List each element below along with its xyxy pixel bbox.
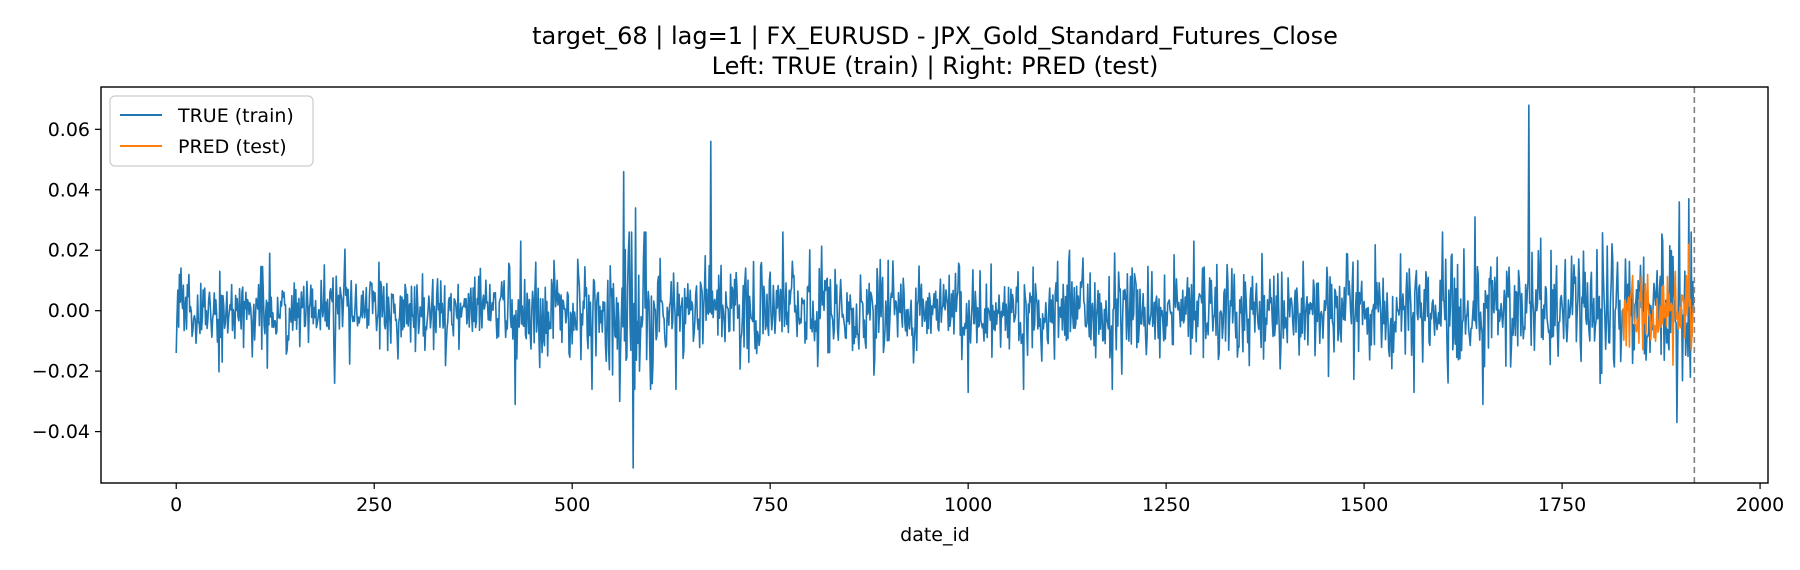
x-tick-label: 1750: [1538, 494, 1586, 516]
chart-title: target_68 | lag=1 | FX_EURUSD - JPX_Gold…: [532, 22, 1338, 50]
legend-label-true-train: TRUE (train): [177, 105, 294, 127]
x-tick-label: 250: [356, 494, 392, 516]
y-tick-label: −0.02: [32, 361, 90, 383]
x-axis-ticks: 0 250 500 750 1000 1250 1500 1750 2000: [170, 483, 1784, 516]
legend-label-pred-test: PRED (test): [178, 136, 287, 158]
y-axis-ticks: −0.04 −0.02 0.00 0.02 0.04 0.06: [32, 119, 101, 443]
x-tick-label: 2000: [1736, 494, 1784, 516]
x-tick-label: 750: [752, 494, 788, 516]
x-tick-label: 1250: [1142, 494, 1190, 516]
legend: TRUE (train) PRED (test): [109, 95, 314, 167]
plot-frame: [100, 86, 1769, 484]
x-axis-label: date_id: [900, 524, 970, 546]
y-tick-label: 0.02: [48, 240, 90, 262]
chart-subtitle: Left: TRUE (train) | Right: PRED (test): [712, 52, 1159, 80]
x-tick-label: 500: [554, 494, 590, 516]
y-tick-label: −0.04: [32, 421, 90, 443]
series-line-pred-test: [1622, 243, 1695, 366]
x-tick-label: 1500: [1340, 494, 1388, 516]
legend-box: [109, 95, 314, 167]
x-tick-label: 0: [170, 494, 182, 516]
y-tick-label: 0.00: [48, 300, 90, 322]
x-tick-label: 1000: [944, 494, 992, 516]
y-tick-label: 0.06: [48, 119, 90, 141]
series-layer: [175, 104, 1695, 469]
y-tick-label: 0.04: [48, 179, 90, 201]
series-line-true-train: [175, 104, 1695, 469]
